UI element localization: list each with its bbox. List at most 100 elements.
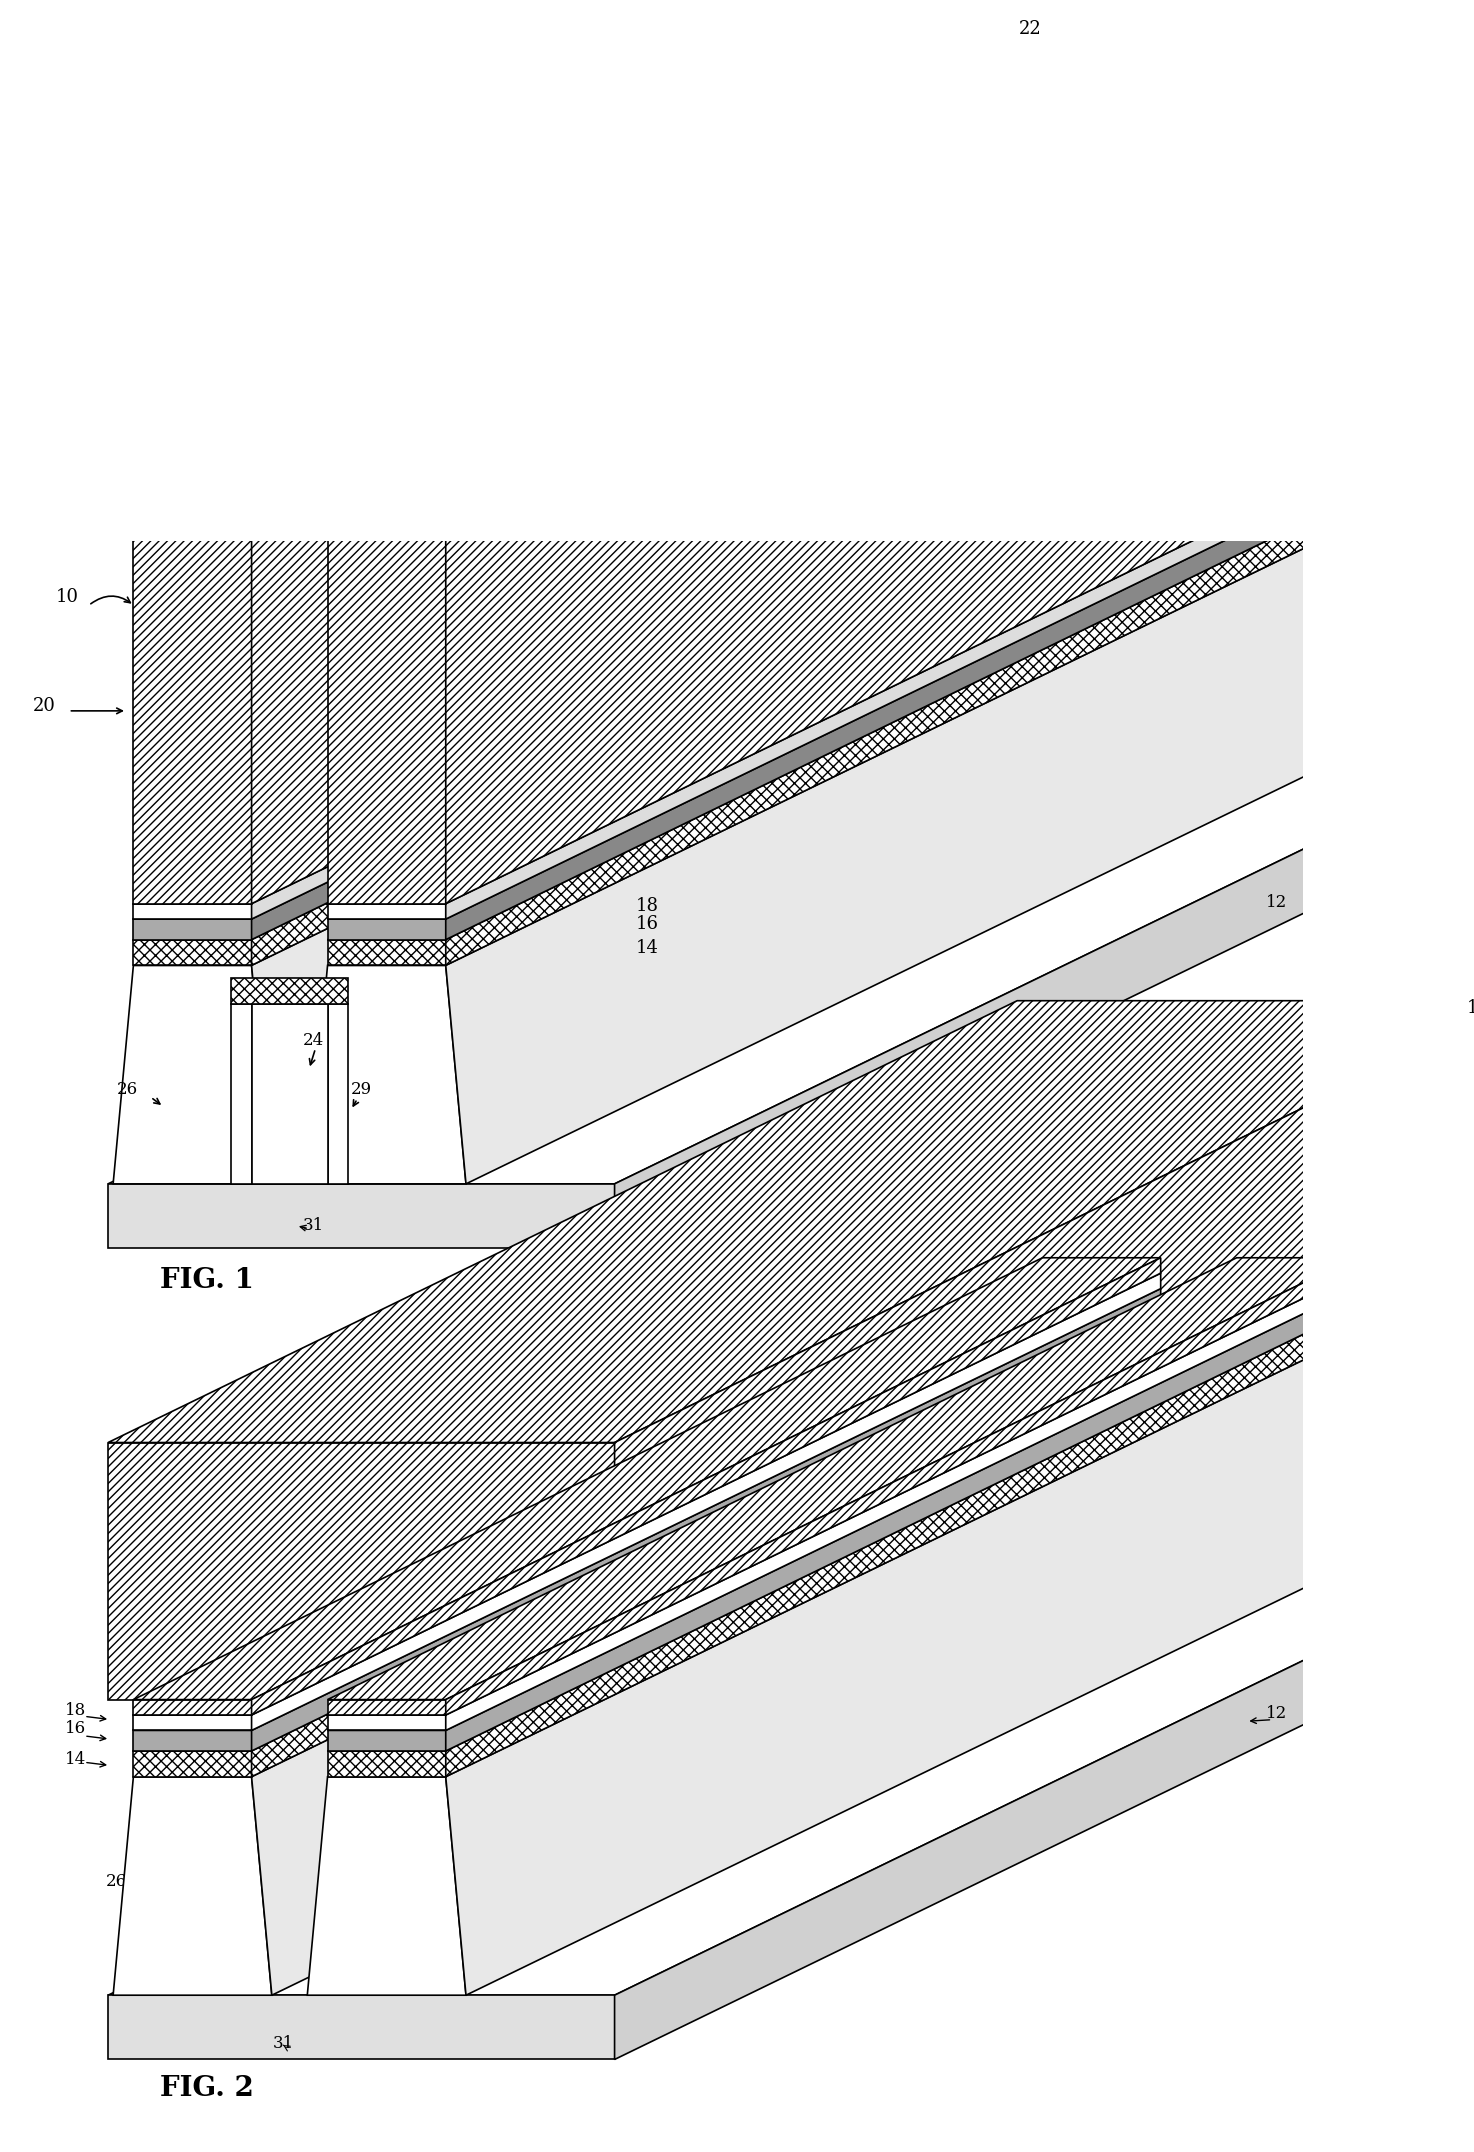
Text: 31: 31: [273, 2036, 293, 2053]
Text: 12: 12: [1266, 1704, 1287, 1722]
Text: 10: 10: [56, 587, 80, 607]
Polygon shape: [133, 497, 1160, 940]
Text: 12: 12: [1266, 893, 1287, 910]
Polygon shape: [327, 1289, 1355, 1730]
Polygon shape: [327, 904, 445, 919]
Text: 26: 26: [106, 1872, 127, 1889]
Polygon shape: [327, 1005, 348, 1184]
Text: 18: 18: [1467, 999, 1474, 1018]
Text: 18: 18: [635, 897, 659, 915]
Polygon shape: [445, 497, 1355, 966]
Polygon shape: [445, 1289, 1355, 1752]
Text: 14: 14: [65, 1752, 85, 1767]
Polygon shape: [327, 940, 445, 966]
Polygon shape: [327, 523, 1355, 966]
Polygon shape: [108, 1001, 1474, 1442]
Polygon shape: [231, 742, 1257, 1184]
Polygon shape: [113, 966, 271, 1184]
Text: 34: 34: [778, 1315, 800, 1332]
Polygon shape: [252, 463, 1160, 919]
Text: 14: 14: [635, 938, 659, 955]
Polygon shape: [133, 904, 252, 919]
Text: 31: 31: [302, 1218, 324, 1235]
Polygon shape: [133, 1730, 252, 1752]
Polygon shape: [133, 1308, 1160, 1752]
Polygon shape: [327, 1730, 445, 1752]
Polygon shape: [327, 519, 445, 904]
Polygon shape: [615, 1001, 1474, 1700]
Polygon shape: [108, 742, 1474, 1184]
Polygon shape: [133, 478, 1160, 919]
Polygon shape: [327, 497, 1355, 940]
Text: 26: 26: [116, 1080, 137, 1098]
Polygon shape: [133, 523, 1160, 966]
Text: 20: 20: [635, 697, 659, 714]
Polygon shape: [252, 1257, 1160, 1715]
Polygon shape: [327, 1700, 445, 1715]
Polygon shape: [327, 1752, 445, 1778]
Polygon shape: [615, 1554, 1474, 2059]
Polygon shape: [327, 919, 445, 940]
Polygon shape: [133, 940, 252, 966]
Polygon shape: [327, 463, 1355, 904]
Polygon shape: [133, 1274, 1160, 1715]
Polygon shape: [615, 742, 1474, 1248]
Text: 16: 16: [65, 1719, 85, 1737]
Polygon shape: [231, 979, 348, 1005]
Text: 20: 20: [494, 1719, 514, 1737]
Polygon shape: [252, 1274, 1160, 1730]
Polygon shape: [445, 1308, 1355, 1778]
Polygon shape: [133, 1289, 1160, 1730]
Polygon shape: [108, 1184, 615, 1248]
Polygon shape: [133, 1257, 1160, 1700]
Polygon shape: [445, 1274, 1355, 1730]
Polygon shape: [445, 75, 1355, 904]
Polygon shape: [133, 1715, 252, 1730]
Polygon shape: [252, 1334, 1181, 1995]
Polygon shape: [252, 1308, 1160, 1778]
Text: 29: 29: [296, 1872, 317, 1889]
Polygon shape: [108, 1554, 1474, 1995]
Polygon shape: [327, 1715, 445, 1730]
Polygon shape: [252, 1289, 1160, 1752]
Polygon shape: [231, 1005, 252, 1184]
Polygon shape: [108, 1442, 615, 1700]
Polygon shape: [252, 478, 1160, 940]
Polygon shape: [252, 1005, 327, 1184]
Polygon shape: [133, 1334, 1160, 1778]
Polygon shape: [327, 1308, 1355, 1752]
Polygon shape: [445, 1334, 1375, 1995]
Text: 34: 34: [1185, 1268, 1207, 1285]
Polygon shape: [133, 1700, 252, 1715]
Polygon shape: [327, 478, 1355, 919]
Polygon shape: [445, 1257, 1355, 1715]
Text: 34: 34: [220, 1584, 242, 1601]
Polygon shape: [133, 519, 252, 904]
Polygon shape: [327, 1257, 1355, 1700]
Polygon shape: [133, 75, 1160, 519]
Polygon shape: [252, 75, 1160, 904]
Text: 29: 29: [351, 1080, 371, 1098]
Text: 16: 16: [635, 915, 659, 934]
Polygon shape: [252, 497, 1160, 966]
Polygon shape: [327, 75, 1355, 519]
Polygon shape: [252, 523, 1181, 1184]
Polygon shape: [133, 463, 1160, 904]
Polygon shape: [445, 463, 1355, 919]
Polygon shape: [108, 1995, 615, 2059]
Text: 22: 22: [1019, 19, 1042, 39]
Polygon shape: [133, 1752, 252, 1778]
Text: 18: 18: [65, 1702, 85, 1719]
Polygon shape: [445, 478, 1355, 940]
Polygon shape: [113, 1778, 271, 1995]
Polygon shape: [307, 1778, 466, 1995]
Polygon shape: [133, 919, 252, 940]
Text: 20: 20: [32, 697, 56, 714]
Text: FIG. 1: FIG. 1: [161, 1268, 254, 1293]
Text: 24: 24: [302, 1033, 324, 1048]
Polygon shape: [327, 1334, 1355, 1778]
Text: FIG. 2: FIG. 2: [161, 2075, 254, 2103]
Polygon shape: [327, 1274, 1355, 1715]
Polygon shape: [445, 523, 1375, 1184]
Polygon shape: [307, 966, 466, 1184]
